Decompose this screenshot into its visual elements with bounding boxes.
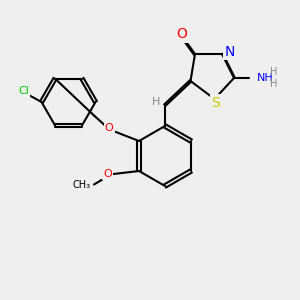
Text: NH: NH (256, 73, 273, 83)
Text: O: O (176, 28, 187, 41)
Text: S: S (212, 96, 220, 110)
Text: H: H (152, 97, 160, 107)
Text: N: N (224, 45, 235, 58)
Text: H: H (270, 67, 278, 77)
Text: O: O (105, 122, 113, 133)
Text: Cl: Cl (18, 86, 29, 97)
Text: H: H (270, 79, 278, 89)
Text: CH₃: CH₃ (73, 179, 91, 190)
Text: O: O (103, 169, 112, 179)
